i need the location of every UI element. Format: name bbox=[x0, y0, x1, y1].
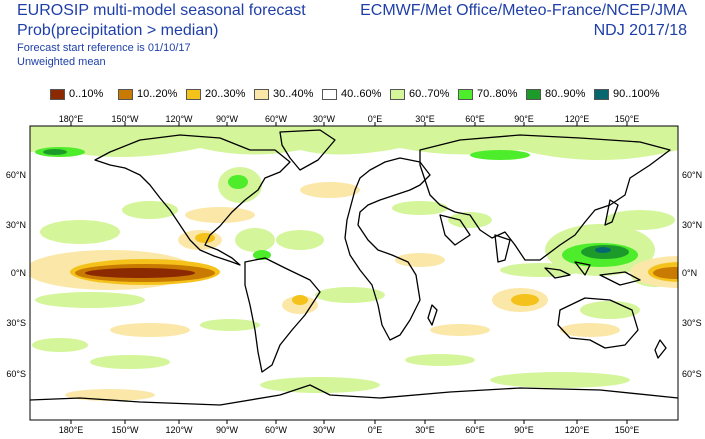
lon-label: 90°W bbox=[216, 114, 239, 124]
lon-label: 150°W bbox=[111, 425, 139, 435]
legend-swatch bbox=[322, 89, 337, 100]
legend-label: 10..20% bbox=[137, 88, 178, 100]
lon-label: 90°E bbox=[514, 425, 534, 435]
mean-type: Unweighted mean bbox=[17, 56, 106, 68]
lon-label: 120°E bbox=[565, 114, 590, 124]
legend-swatch bbox=[186, 89, 201, 100]
lon-label: 90°W bbox=[216, 425, 239, 435]
lat-label: 0°N bbox=[11, 268, 26, 278]
title-line-1: EUROSIP multi-model seasonal forecast bbox=[17, 2, 306, 19]
shading-90-100 bbox=[595, 247, 611, 253]
lat-label: 30°N bbox=[682, 220, 702, 230]
legend-swatch bbox=[526, 89, 541, 100]
lat-labels-left: 60°N 30°N 0°N 30°S 60°S bbox=[6, 170, 26, 379]
lat-label: 60°N bbox=[6, 170, 26, 180]
lon-label: 30°E bbox=[415, 425, 435, 435]
title-line-2: Prob(precipitation > median) bbox=[17, 22, 219, 39]
shading-60-70 bbox=[30, 126, 678, 393]
lon-label: 60°W bbox=[265, 425, 288, 435]
lon-labels-bottom: 180°E 150°W 120°W 90°W 60°W 30°W 0°E 30°… bbox=[59, 425, 640, 435]
legend-label: 70..80% bbox=[477, 88, 518, 100]
shading-0-10 bbox=[85, 268, 195, 278]
legend-swatch bbox=[390, 89, 405, 100]
lon-label: 120°E bbox=[565, 425, 590, 435]
lon-label: 0°E bbox=[368, 114, 383, 124]
legend-label: 60..70% bbox=[409, 88, 450, 100]
lon-label: 180°E bbox=[59, 425, 84, 435]
tick-marks bbox=[70, 122, 628, 424]
lon-label: 120°W bbox=[165, 425, 193, 435]
legend-label: 40..60% bbox=[341, 88, 382, 100]
lon-label: 30°W bbox=[313, 114, 336, 124]
lon-label: 180°E bbox=[59, 114, 84, 124]
lat-label: 0°N bbox=[682, 268, 697, 278]
lon-label: 150°E bbox=[615, 114, 640, 124]
lon-labels-top: 180°E 150°W 120°W 90°W 60°W 30°W 0°E 30°… bbox=[59, 114, 640, 124]
lat-label: 30°S bbox=[682, 318, 702, 328]
lat-labels-right: 60°N 30°N 0°N 30°S 60°S bbox=[682, 170, 702, 379]
lat-label: 60°S bbox=[682, 369, 702, 379]
legend-label: 20..30% bbox=[205, 88, 246, 100]
probability-shading bbox=[30, 126, 678, 401]
lon-label: 0°E bbox=[368, 425, 383, 435]
legend-label: 90..100% bbox=[613, 88, 660, 100]
legend-label: 0..10% bbox=[69, 88, 104, 100]
lat-label: 30°S bbox=[6, 318, 26, 328]
lon-label: 150°E bbox=[615, 425, 640, 435]
legend-swatch bbox=[118, 89, 133, 100]
centres-label: ECMWF/Met Office/Meteo-France/NCEP/JMA bbox=[360, 2, 687, 19]
lat-label: 30°N bbox=[6, 220, 26, 230]
lon-label: 30°E bbox=[415, 114, 435, 124]
lon-label: 120°W bbox=[165, 114, 193, 124]
season-label: NDJ 2017/18 bbox=[593, 22, 687, 39]
lon-label: 60°E bbox=[465, 425, 485, 435]
legend-swatch bbox=[254, 89, 269, 100]
legend-swatch bbox=[594, 89, 609, 100]
lon-label: 60°W bbox=[265, 114, 288, 124]
forecast-reference: Forecast start reference is 01/10/17 bbox=[17, 42, 191, 54]
legend-label: 80..90% bbox=[545, 88, 586, 100]
lon-label: 60°E bbox=[465, 114, 485, 124]
legend-swatch bbox=[50, 89, 65, 100]
lat-label: 60°S bbox=[6, 369, 26, 379]
coastlines bbox=[30, 129, 678, 406]
legend-label: 30..40% bbox=[273, 88, 314, 100]
map-frame bbox=[29, 125, 679, 421]
lon-label: 90°E bbox=[514, 114, 534, 124]
lon-label: 30°W bbox=[313, 425, 336, 435]
legend-swatch bbox=[458, 89, 473, 100]
lon-label: 150°W bbox=[111, 114, 139, 124]
lat-label: 60°N bbox=[682, 170, 702, 180]
